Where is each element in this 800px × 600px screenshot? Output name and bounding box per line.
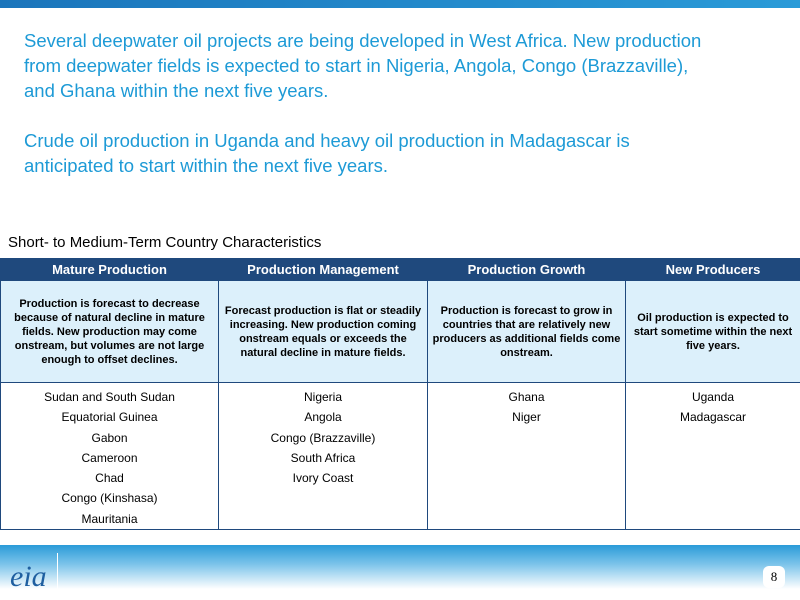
- country-list: Ghana Niger: [427, 381, 626, 531]
- country-list: Uganda Madagascar: [625, 381, 800, 531]
- country: Equatorial Guinea: [61, 410, 158, 425]
- country: Niger: [512, 410, 541, 425]
- table-caption: Short- to Medium-Term Country Characteri…: [8, 234, 322, 251]
- column-header: New Producers: [625, 258, 800, 281]
- country: Congo (Kinshasa): [61, 491, 158, 506]
- page-number: 8: [763, 566, 785, 588]
- column-description: Oil production is expected to start some…: [625, 280, 800, 383]
- country-list: Sudan and South Sudan Equatorial Guinea Ga…: [0, 381, 219, 531]
- country: Ghana: [508, 390, 545, 404]
- country: Nigeria: [303, 390, 342, 404]
- paragraph: Crude oil production in Uganda and heavy…: [24, 130, 630, 176]
- top-bar: [0, 0, 800, 8]
- country: Uganda: [691, 390, 735, 404]
- country: South Africa: [290, 450, 356, 465]
- country: Sudan and South Sudan: [44, 390, 175, 404]
- column-header: Production Management: [218, 258, 428, 281]
- column-description: Forecast production is flat or steadily …: [218, 280, 428, 383]
- description-row: Production is forecast to decrease becau…: [0, 280, 800, 383]
- country: Congo (Brazzaville): [270, 430, 376, 445]
- country: Mauritania: [81, 511, 138, 526]
- country: Ivory Coast: [292, 471, 354, 486]
- column-description: Production is forecast to grow in countr…: [427, 280, 626, 383]
- paragraph: Several deepwater oil projects are being…: [24, 30, 702, 101]
- divider: [57, 553, 58, 591]
- country-row: Sudan and South Sudan Equatorial Guinea Ga…: [0, 381, 800, 531]
- footer: [0, 545, 800, 600]
- table: Mature Production Production Management Pr…: [0, 258, 800, 531]
- column-header: Production Growth: [427, 258, 626, 281]
- country: Madagascar: [679, 410, 747, 425]
- country-list: Nigeria Angola Congo (Brazzaville) South Af…: [218, 381, 428, 531]
- country: Cameroon: [81, 450, 138, 465]
- column-description: Production is forecast to decrease becau…: [0, 280, 219, 383]
- logo: eia: [10, 560, 47, 593]
- country: Angola: [304, 410, 342, 425]
- country: Gabon: [91, 430, 128, 445]
- column-header: Mature Production: [0, 258, 219, 281]
- header-row: Mature Production Production Management Pr…: [0, 258, 800, 281]
- country: Chad: [95, 471, 124, 486]
